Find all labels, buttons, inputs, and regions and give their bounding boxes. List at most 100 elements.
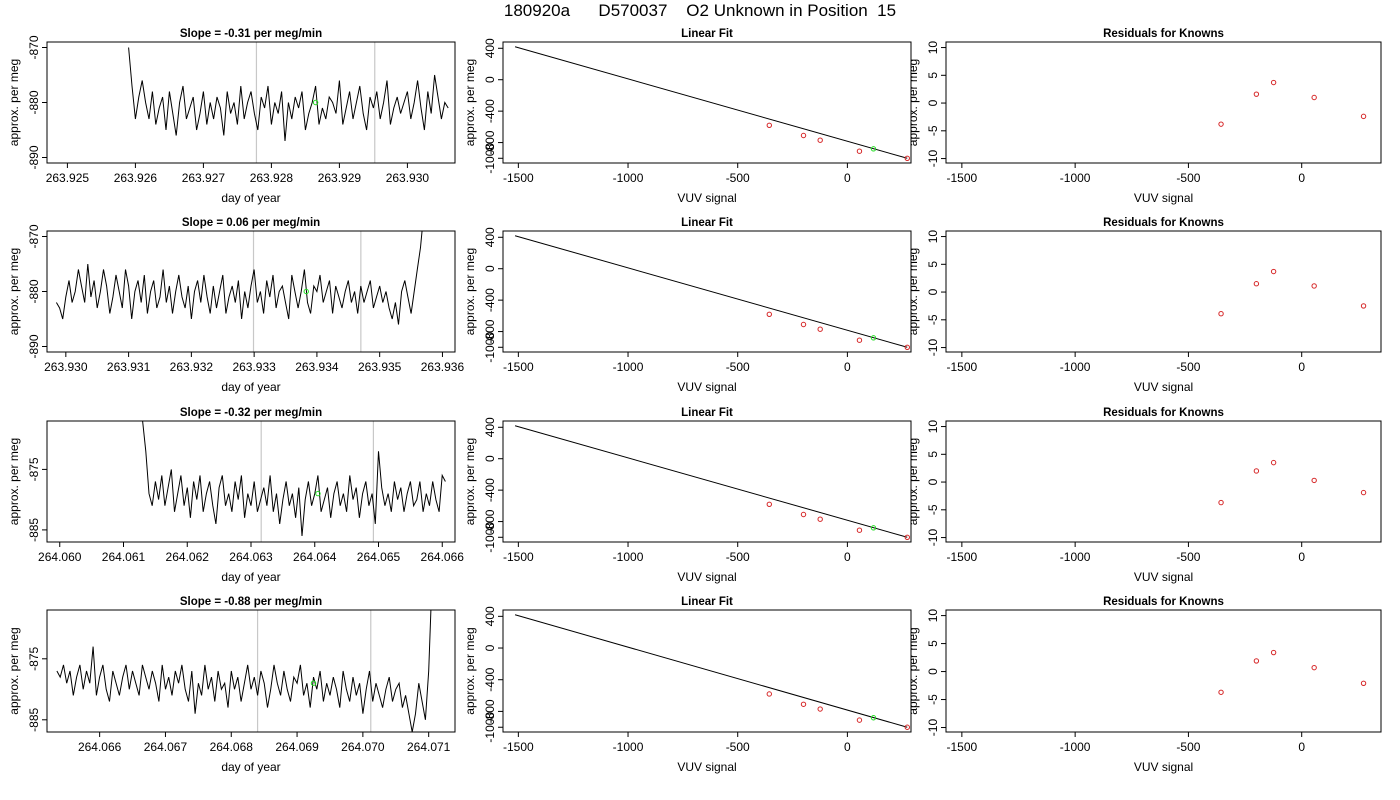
unknown-marker: [310, 680, 317, 686]
x-tick-label: -1500: [503, 550, 534, 564]
y-tick-label: -800: [483, 130, 497, 154]
known-point: [856, 717, 863, 723]
unknown-marker: [312, 99, 319, 106]
plot-area: [56, 610, 432, 732]
y-tick-label: -10: [926, 339, 940, 357]
known-point: [766, 691, 772, 697]
y-tick-label: 0: [926, 99, 940, 106]
x-tick-label: 264.063: [229, 550, 273, 564]
y-axis-label: approx. per meg: [906, 627, 920, 714]
plot-frame: [46, 230, 456, 353]
panel-3-2: Linear Fit-1500 -1000 -500 0-1000-800-40004…: [463, 407, 912, 584]
fit-line: [514, 425, 908, 538]
y-tick-label: -800: [483, 699, 497, 723]
known-point: [817, 137, 823, 143]
y-tick-label: 5: [926, 640, 940, 647]
known-point: [1253, 91, 1260, 97]
x-tick-label: 263.927: [182, 171, 226, 185]
x-tick-label: 0: [1298, 740, 1305, 754]
known-point: [800, 701, 807, 707]
x-tick-label: -1500: [947, 740, 978, 754]
y-axis-label: approx. per meg: [7, 627, 21, 714]
y-axis-label: approx. per meg: [906, 248, 920, 335]
x-tick-label: 263.933: [232, 360, 276, 374]
panel-2-1: Slope = 0.06 per meg/min 263.930 263.931 26…: [7, 217, 465, 394]
y-tick-label: 0: [483, 455, 497, 462]
known-point: [1311, 94, 1317, 101]
y-tick-label: -1000: [483, 143, 497, 174]
y-tick-label: -885: [27, 518, 41, 542]
y-tick-label: 5: [926, 261, 940, 268]
data-series-line: [142, 421, 446, 537]
x-tick-label: -1500: [947, 360, 978, 374]
plot-area: [1218, 268, 1367, 317]
x-tick-label: -1000: [1060, 171, 1091, 185]
y-tick-label: -800: [483, 319, 497, 343]
panel-4-3: Residuals for Knowns -1500 -1000 -500 0 -10 -5…: [906, 596, 1382, 774]
x-tick-label: -500: [1176, 360, 1200, 374]
y-tick-label: -400: [483, 478, 497, 502]
y-tick-label: -880: [27, 90, 41, 114]
panel-title: Linear Fit: [681, 407, 733, 419]
y-tick-label: -400: [483, 288, 497, 312]
x-tick-label: -1500: [947, 171, 978, 185]
x-axis-label: VUV signal: [677, 191, 736, 205]
y-tick-label: 0: [926, 668, 940, 675]
plot-area: [1218, 649, 1367, 695]
plot-area: [1218, 459, 1367, 506]
x-tick-label: 0: [1298, 171, 1305, 185]
y-tick-label: 10: [926, 230, 940, 244]
plot-frame: [945, 230, 1382, 353]
x-tick-label: -1000: [1060, 740, 1091, 754]
y-tick-label: -10: [926, 529, 940, 547]
y-tick-label: -870: [27, 35, 41, 59]
y-axis-label: approx. per meg: [906, 59, 920, 146]
x-axis-label: VUV signal: [1134, 760, 1193, 774]
x-tick-label: 264.065: [357, 550, 401, 564]
plot-frame: [502, 41, 912, 164]
y-tick-label: -885: [27, 707, 41, 731]
x-tick-label: -500: [726, 740, 750, 754]
y-tick-label: -5: [926, 314, 940, 325]
y-tick-label: 400: [483, 227, 497, 247]
known-point: [856, 527, 863, 533]
panel-4-1: Slope = -0.88 per meg/min 264.066 264.067 2…: [7, 596, 456, 774]
known-point: [1253, 658, 1260, 664]
unknown-point: [870, 525, 877, 531]
known-point: [904, 534, 910, 540]
known-point: [766, 311, 772, 317]
panel-1-1: Slope = -0.31 per meg/min 263.925 263.926 2…: [7, 28, 456, 205]
y-tick-label: 0: [926, 288, 940, 295]
x-tick-label: 263.928: [250, 171, 294, 185]
y-tick-label: -870: [27, 224, 41, 248]
known-point: [800, 321, 807, 328]
known-point: [904, 155, 910, 161]
known-point: [1218, 689, 1224, 695]
known-point: [904, 344, 910, 350]
y-tick-label: -880: [27, 279, 41, 303]
x-tick-label: -1000: [613, 360, 644, 374]
known-point: [800, 132, 807, 139]
plot-frame: [46, 41, 456, 164]
y-tick-label: 400: [483, 38, 497, 58]
known-point: [1360, 303, 1367, 309]
plot-area: [55, 231, 423, 352]
known-point: [856, 337, 863, 343]
y-tick-label: -800: [483, 509, 497, 533]
x-tick-label: 263.936: [421, 360, 465, 374]
x-tick-label: 263.930: [44, 360, 88, 374]
x-tick-label: 0: [844, 360, 851, 374]
y-tick-label: -400: [483, 667, 497, 691]
plot-frame: [502, 230, 912, 353]
x-tick-label: -1500: [503, 171, 534, 185]
x-tick-label: -500: [726, 360, 750, 374]
x-axis-label: VUV signal: [1134, 380, 1193, 394]
x-tick-label: 263.934: [295, 360, 339, 374]
x-tick-label: -500: [726, 550, 750, 564]
panel-title: Residuals for Knowns: [1103, 217, 1224, 229]
known-point: [817, 706, 823, 712]
y-tick-label: -5: [926, 504, 940, 515]
plot-frame: [945, 41, 1382, 164]
x-tick-label: 263.931: [107, 360, 151, 374]
known-point: [1270, 79, 1277, 86]
